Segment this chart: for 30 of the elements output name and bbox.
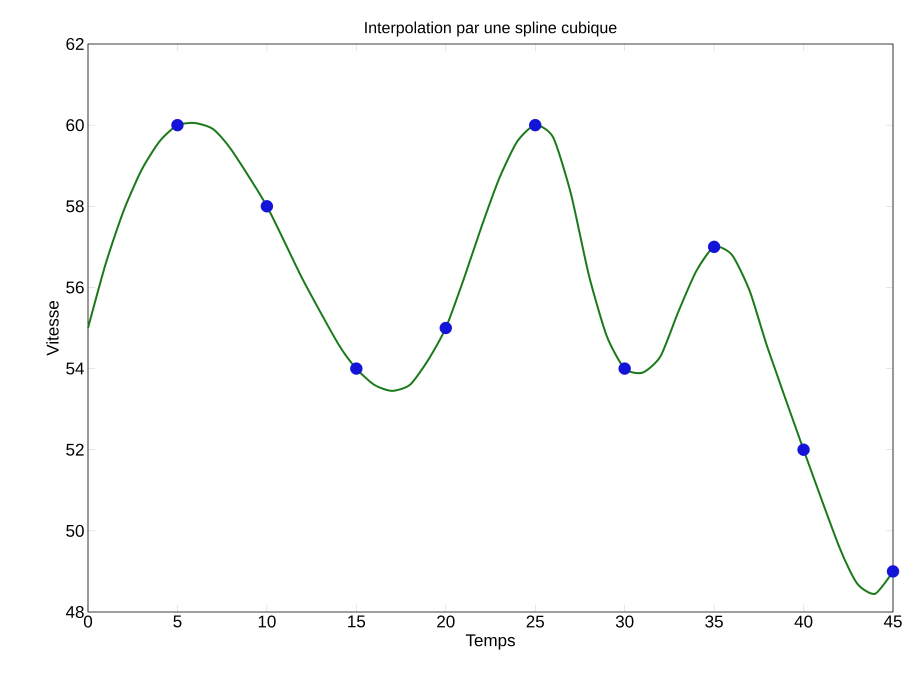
x-tick-label: 0: [84, 616, 92, 628]
y-tick-label: 56: [66, 281, 84, 294]
x-tick-label: 40: [794, 616, 812, 628]
x-tick-label: 35: [705, 616, 723, 628]
y-tick-label: 54: [66, 362, 84, 375]
point: [797, 444, 810, 456]
point: [529, 118, 542, 132]
x-axis-title: Temps: [466, 634, 515, 650]
y-tick-label: 62: [66, 38, 84, 50]
x-tick-label: 20: [437, 616, 455, 628]
point: [440, 322, 452, 334]
point: [260, 200, 274, 212]
chart-title: Interpolation par une spline cubique: [365, 22, 616, 36]
y-axis-title: Vitesse: [46, 301, 59, 356]
y-tick-label: 48: [66, 606, 84, 618]
point: [886, 565, 900, 578]
y-tick-label: 58: [66, 200, 84, 212]
point: [618, 362, 631, 375]
point: [708, 240, 720, 254]
point: [171, 118, 184, 132]
y-tick-label: 52: [66, 444, 84, 456]
x-tick-label: 15: [348, 616, 366, 628]
point: [350, 362, 363, 375]
y-tick-label: 50: [66, 524, 84, 537]
x-tick-label: 5: [173, 616, 182, 628]
x-tick-label: 10: [258, 616, 276, 628]
x-tick-label: 30: [616, 616, 634, 628]
x-tick-label: 25: [526, 616, 544, 628]
x-tick-label: 45: [884, 616, 902, 628]
y-tick-label: 60: [66, 119, 84, 132]
